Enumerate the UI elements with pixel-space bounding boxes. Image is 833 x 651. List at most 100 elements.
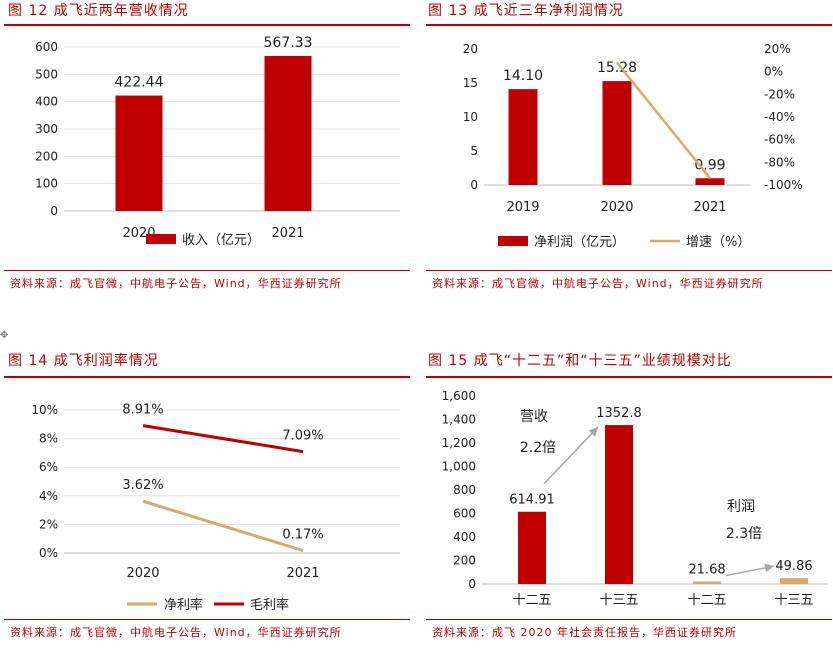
data-label: 7.09%	[282, 429, 323, 444]
y-axis-tick: 4%	[39, 489, 58, 503]
source-divider	[426, 619, 832, 620]
legend-label-growth: 增速（%）	[686, 235, 750, 250]
y-axis-tick: 0	[470, 178, 478, 192]
profit-growth-arrow	[725, 563, 775, 577]
revenue-bar	[115, 95, 163, 211]
y-axis-tick: 1,600	[442, 389, 476, 403]
margin-chart: 0% 2% 4% 6% 8% 10% 3.62% 0.17% 8.91% 7.09% 2020 202…	[31, 403, 400, 613]
scale-bar	[780, 578, 808, 584]
bar-value-label: 21.68	[688, 562, 725, 577]
legend-label-net-margin: 净利率	[164, 597, 203, 613]
x-axis-tick: 2021	[271, 226, 304, 241]
x-axis-tick: 2021	[693, 200, 726, 215]
y-axis-tick: 200	[35, 149, 58, 163]
margin-chart-title: 图 14 成飞利润率情况	[8, 353, 159, 369]
legend-label-revenue: 收入（亿元）	[182, 233, 260, 248]
y-axis-tick: 300	[35, 122, 58, 136]
revenue-growth-arrow	[543, 426, 599, 485]
legend-label-profit: 净利润（亿元）	[534, 235, 625, 250]
scale-bar	[518, 511, 546, 584]
profit-chart-title: 图 13 成飞近三年净利润情况	[428, 3, 624, 19]
x-axis-tick: 十二五	[687, 593, 726, 608]
y-axis-tick: 0	[468, 577, 476, 591]
y2-axis-tick: 20%	[764, 42, 791, 56]
y-axis-tick: 8%	[39, 432, 58, 446]
growth-line	[616, 61, 711, 179]
x-axis-tick: 2019	[506, 200, 539, 215]
revenue-chart: 0100200300400500600422.442020567.332021收…	[35, 35, 400, 248]
x-axis-tick: 2021	[286, 566, 319, 581]
y2-axis-tick: -60%	[764, 133, 795, 147]
x-axis-tick: 2020	[126, 566, 159, 581]
scale-chart-title: 图 15 成飞“十二五”和“十三五”业绩规模对比	[428, 353, 732, 369]
bar-value-label: 614.91	[509, 493, 555, 508]
x-axis-tick: 2020	[600, 200, 633, 215]
y-axis-tick: 600	[35, 40, 58, 54]
revenue-panel: 图 12 成飞近两年营收情况 0 100 200 300 400 500 600 422.44…	[0, 0, 410, 300]
profit-annotation-title: 利润	[727, 499, 755, 515]
y-axis-tick: 6%	[39, 460, 58, 474]
y-axis-tick: 600	[453, 507, 476, 521]
y-axis-tick: 0%	[39, 546, 58, 560]
y-axis-tick: 20	[463, 42, 478, 56]
y2-axis-tick: -100%	[764, 178, 803, 192]
y-axis-tick: 5	[470, 144, 478, 158]
revenue-chart-title: 图 12 成飞近两年营收情况	[8, 3, 189, 19]
data-label: 3.62%	[122, 478, 163, 493]
x-axis-tick: 十三五	[774, 593, 813, 608]
y-axis-tick: 1,000	[442, 460, 476, 474]
revenue-bar	[264, 55, 312, 211]
profit-bar	[602, 81, 632, 185]
y-axis-tick: 2%	[39, 517, 58, 531]
y-axis-tick: 10%	[31, 403, 58, 417]
y-axis-tick: 1,400	[442, 413, 476, 427]
profit-source: 资料来源：成飞官微，中航电子公告，Wind，华西证券研究所	[432, 277, 764, 290]
legend-swatch-profit	[498, 236, 528, 246]
data-label: 8.91%	[122, 403, 163, 418]
y2-axis-tick: -40%	[764, 110, 795, 124]
bar-value-label: 15.28	[597, 60, 637, 76]
y-axis-tick: 500	[35, 67, 58, 81]
margin-panel: 图 14 成飞利润率情况 0% 2% 4% 6% 8% 10% 3.62% 0.17% 8.91…	[0, 345, 410, 651]
profit-bar	[508, 89, 538, 185]
source-divider	[4, 619, 410, 620]
bar-value-label: 49.86	[775, 559, 812, 574]
title-divider	[4, 376, 410, 378]
source-divider	[4, 270, 410, 271]
revenue-annotation-title: 营收	[520, 409, 548, 425]
y2-axis-tick: 0%	[764, 65, 783, 79]
scale-chart: 0 200 400 600 800 1,000 1,200 1,400 1,600 614.91 十…	[442, 389, 828, 608]
x-axis-tick: 十二五	[512, 593, 551, 608]
profit-chart: 0 5 10 15 20 20% 0% -20% -40% -60% -80% -100% 14.10 2…	[463, 42, 803, 250]
y-axis-tick: 400	[453, 530, 476, 544]
revenue-annotation-ratio: 2.2倍	[520, 440, 556, 456]
y-axis-tick: 1,200	[442, 436, 476, 450]
gross-margin-line	[142, 424, 304, 454]
y-axis-tick: 800	[453, 483, 476, 497]
y-axis-tick: 100	[35, 177, 58, 191]
title-divider	[4, 24, 410, 26]
y-axis-tick: 10	[463, 110, 478, 124]
profit-panel: 图 13 成飞近三年净利润情况 0 5 10 15 20 20% 0% -20% -40% -60…	[422, 0, 832, 300]
title-divider	[426, 24, 832, 26]
scale-bar	[693, 581, 721, 584]
bar-value-label: 422.44	[115, 75, 164, 91]
move-handle-icon[interactable]: ✥	[0, 330, 9, 341]
profit-bar	[695, 178, 725, 185]
scale-panel: 图 15 成飞“十二五”和“十三五”业绩规模对比 0 200 400 600 800 1,…	[422, 345, 832, 651]
bar-value-label: 14.10	[503, 68, 543, 84]
legend-swatch-revenue	[146, 234, 176, 244]
bar-value-label: 567.33	[264, 35, 313, 51]
margin-source: 资料来源：成飞官微，中航电子公告，Wind，华西证券研究所	[10, 626, 342, 639]
y2-axis-tick: -80%	[764, 155, 795, 169]
source-divider	[426, 270, 832, 271]
y-axis-tick: 400	[35, 95, 58, 109]
profit-annotation-ratio: 2.3倍	[726, 526, 762, 542]
bar-value-label: 1352.8	[596, 406, 642, 421]
scale-source: 资料来源：成飞 2020 年社会责任报告，华西证券研究所	[432, 626, 737, 639]
data-label: 0.17%	[282, 528, 323, 543]
y2-axis-tick: -20%	[764, 87, 795, 101]
x-axis-tick: 十三五	[599, 593, 638, 608]
revenue-source: 资料来源：成飞官微，中航电子公告，Wind，华西证券研究所	[10, 277, 342, 290]
y-axis-tick: 0	[50, 204, 58, 218]
